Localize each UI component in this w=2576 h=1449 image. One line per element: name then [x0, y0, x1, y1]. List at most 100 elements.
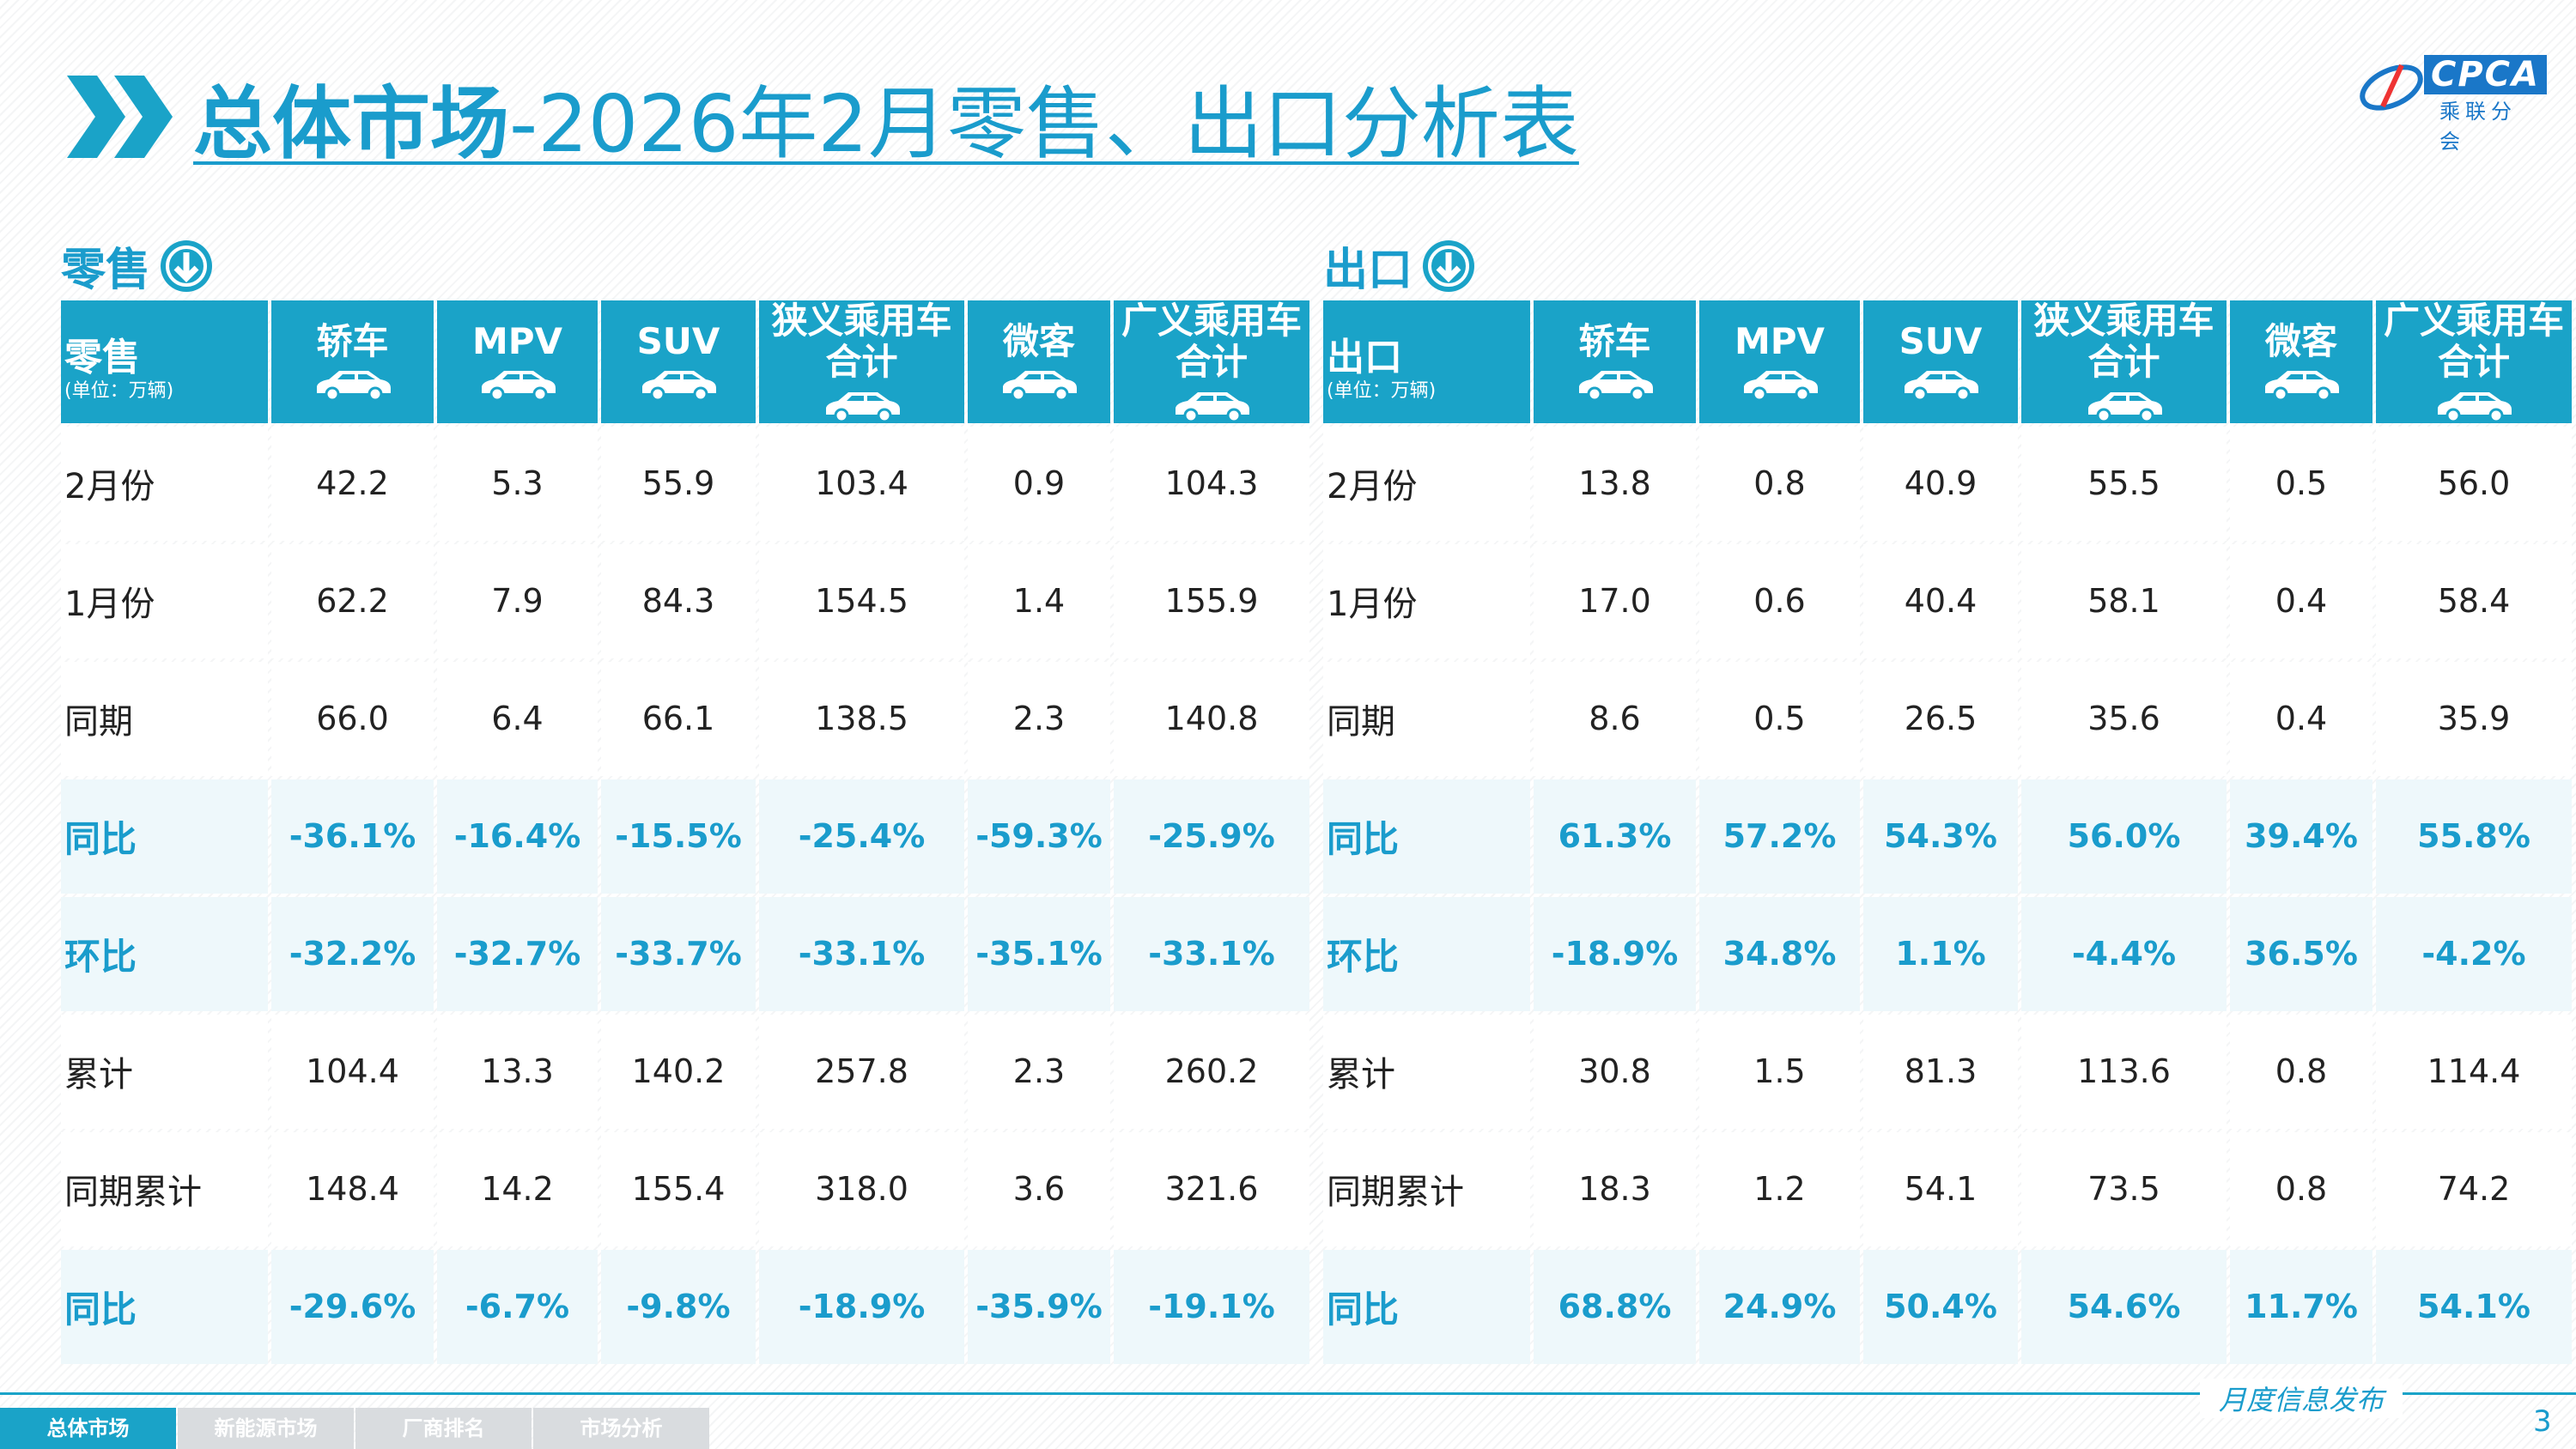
column-header: SUV [601, 300, 756, 423]
section-text: 零售 [61, 245, 151, 296]
nav-tab[interactable]: 新能源市场 [178, 1408, 354, 1449]
table-cell: 34.8% [1699, 896, 1860, 1011]
page-number: 3 [2533, 1404, 2552, 1439]
down-icon [161, 239, 213, 292]
table-cell: 0.6 [1699, 543, 1860, 658]
table-row: 同期 66.0 6.4 66.1 138.5 2.3 140.8 [61, 661, 1309, 776]
table-cell: -33.1% [759, 896, 964, 1011]
table-cell: 0.4 [2230, 661, 2372, 776]
row-label: 2月份 [1323, 426, 1530, 541]
table-row: 1月份 17.0 0.6 40.4 58.1 0.4 58.4 [1323, 543, 2572, 658]
table-cell: 50.4% [1863, 1249, 2018, 1364]
column-header-line: MPV [1734, 320, 1826, 363]
table-cell: 17.0 [1534, 543, 1696, 658]
table-cell: -36.1% [271, 779, 434, 894]
table-row: 累计 104.4 13.3 140.2 257.8 2.3 260.2 [61, 1014, 1309, 1129]
table-cell: 0.4 [2230, 543, 2372, 658]
table-cell: 2.3 [968, 1014, 1110, 1129]
table-cell: 26.5 [1863, 661, 2018, 776]
table-cell: 1.1% [1863, 896, 2018, 1011]
table-cell: 0.5 [2230, 426, 2372, 541]
column-header: 轿车 [271, 300, 434, 423]
corner-cell: 出口 (单位：万辆) [1323, 300, 1530, 423]
table-cell: 104.4 [271, 1014, 434, 1129]
table-cell: 42.2 [271, 426, 434, 541]
nav-tab[interactable]: 总体市场 [0, 1408, 176, 1449]
table-cell: 55.5 [2021, 426, 2227, 541]
car-icon [1003, 371, 1077, 402]
data-table: 出口 (单位：万辆) 轿车 MPV SUV 狭义乘用车 合计 微客 广义乘用车 合计 2月份 13.8… [1320, 297, 2575, 1367]
column-header: MPV [437, 300, 598, 423]
corner-title: 零售 [64, 336, 140, 380]
table-cell: 54.6% [2021, 1249, 2227, 1364]
table-cell: -19.1% [1114, 1249, 1309, 1364]
table-cell: 7.9 [437, 543, 598, 658]
nav-tab[interactable]: 市场分析 [533, 1408, 709, 1449]
table-row: 环比 -32.2% -32.7% -33.7% -33.1% -35.1% -33.1% [61, 896, 1309, 1011]
chevron-icon [67, 76, 173, 158]
row-label: 同比 [61, 779, 268, 894]
table-cell: 57.2% [1699, 779, 1860, 894]
row-label: 1月份 [1323, 543, 1530, 658]
column-header-line: MPV [471, 320, 563, 363]
logo-text: CPCA [2424, 55, 2547, 94]
row-label: 同期累计 [1323, 1131, 1530, 1246]
title-bold: 总体市场 [193, 78, 510, 170]
table-cell: 6.4 [437, 661, 598, 776]
car-icon [481, 371, 556, 402]
logo: CPCA 乘联分会 [2357, 53, 2547, 154]
table-cell: 321.6 [1114, 1131, 1309, 1246]
logo-sub: 乘联分会 [2439, 100, 2517, 154]
table-cell: -35.1% [968, 896, 1110, 1011]
row-label: 同比 [1323, 779, 1530, 894]
corner-title: 出口 [1327, 336, 1402, 380]
page-title: 总体市场-2026年2月零售、出口分析表 [193, 60, 1579, 174]
table-cell: -16.4% [437, 779, 598, 894]
column-header-line: SUV [636, 320, 720, 363]
table-row: 同比 -29.6% -6.7% -9.8% -18.9% -35.9% -19.1% [61, 1249, 1309, 1364]
table-cell: 56.0% [2021, 779, 2227, 894]
row-label: 同比 [61, 1249, 268, 1364]
table-cell: 35.9 [2376, 661, 2572, 776]
table-cell: -33.1% [1114, 896, 1309, 1011]
car-icon [1578, 371, 1653, 402]
column-header: MPV [1699, 300, 1860, 423]
column-header: 轿车 [1534, 300, 1696, 423]
car-icon [825, 391, 900, 423]
nav-tab[interactable]: 厂商排名 [355, 1408, 532, 1449]
column-header: 广义乘用车 合计 [1114, 300, 1309, 423]
table-cell: 58.1 [2021, 543, 2227, 658]
car-icon [2438, 391, 2512, 423]
section-label: 零售 [61, 233, 214, 298]
table-cell: 40.4 [1863, 543, 2018, 658]
table-cell: 55.9 [601, 426, 756, 541]
table-cell: 0.8 [2230, 1014, 2372, 1129]
table-cell: 2.3 [968, 661, 1110, 776]
table-cell: 138.5 [759, 661, 964, 776]
table-cell: 0.8 [2230, 1131, 2372, 1246]
table-cell: 56.0 [2376, 426, 2572, 541]
car-icon [316, 371, 391, 402]
table-cell: 140.2 [601, 1014, 756, 1129]
table-cell: -15.5% [601, 779, 756, 894]
table-cell: 66.1 [601, 661, 756, 776]
table-cell: -25.9% [1114, 779, 1309, 894]
column-header-line: 轿车 [316, 320, 389, 363]
table-cell: 1.2 [1699, 1131, 1860, 1246]
table-cell: 155.9 [1114, 543, 1309, 658]
table-cell: 0.5 [1699, 661, 1860, 776]
table-row: 1月份 62.2 7.9 84.3 154.5 1.4 155.9 [61, 543, 1309, 658]
car-icon [1905, 371, 1978, 402]
header-row: 零售 (单位：万辆) 轿车 MPV SUV 狭义乘用车 合计 微客 广义乘用车 合计 [61, 300, 1309, 423]
column-header-line: 微客 [1002, 320, 1075, 363]
table-cell: 140.8 [1114, 661, 1309, 776]
tagline: 月度信息发布 [2200, 1379, 2403, 1418]
table-cell: 24.9% [1699, 1249, 1860, 1364]
table-cell: 257.8 [759, 1014, 964, 1129]
table-cell: 1.4 [968, 543, 1110, 658]
logo-mark [2360, 64, 2423, 111]
table-cell: 11.7% [2230, 1249, 2372, 1364]
table-cell: 18.3 [1534, 1131, 1696, 1246]
table-cell: 260.2 [1114, 1014, 1309, 1129]
column-header-line: 狭义乘用车 [771, 300, 952, 342]
